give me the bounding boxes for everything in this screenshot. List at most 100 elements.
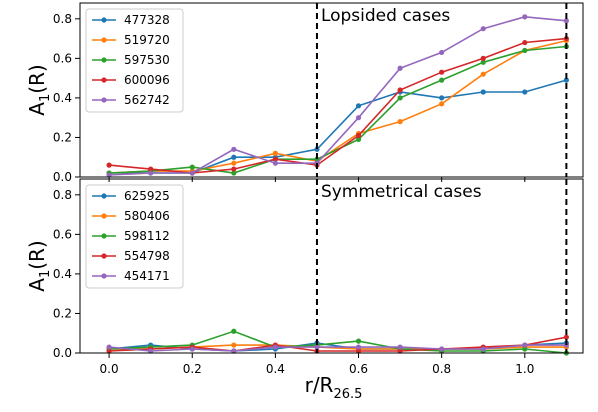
panel-1-point-562742: [480, 26, 486, 32]
panel-2-point-554798: [106, 348, 112, 354]
panel-1-point-477328: [522, 89, 528, 95]
panel-2-ytick-label: 0.2: [53, 306, 72, 320]
panel-2-ytick-label: 0.4: [53, 267, 72, 281]
panel-2-legend-label-454171: 454171: [124, 269, 170, 283]
panel-2-legend-marker-625925: [101, 193, 107, 199]
panel-2-legend-box: [85, 184, 184, 289]
panel-1-point-600096: [148, 166, 154, 172]
panel-2-xtick-label: 0.6: [349, 362, 368, 376]
panel-1-annotation: Lopsided cases: [321, 6, 450, 26]
panel-1-point-600096: [480, 55, 486, 61]
panel-1-point-597530: [397, 95, 403, 101]
panel-2-point-598112: [355, 338, 362, 344]
panel-2-point-554798: [397, 348, 403, 354]
panel-1-point-597530: [355, 136, 362, 143]
panel-1-point-562742: [148, 170, 154, 176]
panel-1-legend-label-600096: 600096: [124, 73, 170, 87]
panel-1-legend-label-519720: 519720: [124, 33, 170, 47]
panel-1-point-597530: [439, 77, 445, 83]
panel-2-frame: [79, 178, 584, 354]
panel-2-series-line-598112: [109, 330, 567, 354]
panel-1-point-519720: [439, 101, 445, 107]
panel-1-point-562742: [106, 172, 112, 178]
panel-2-point-454171: [563, 342, 569, 348]
panel-2-xtick-label: 0.8: [432, 362, 451, 376]
panel-1-point-519720: [480, 71, 486, 77]
panel-1-point-597530: [231, 170, 237, 176]
panel-1-legend-marker-597530: [101, 57, 107, 63]
panel-1-point-477328: [480, 89, 486, 95]
panel-2-legend-label-580406: 580406: [124, 209, 170, 223]
panel-1-point-597530: [314, 156, 320, 162]
panel-1-point-562742: [439, 49, 445, 56]
panel-2-point-454171: [480, 346, 486, 352]
panel-1-ytick-label: 0.4: [53, 91, 72, 105]
panel-2-point-454171: [106, 344, 112, 350]
panel-2-point-454171: [272, 344, 278, 350]
panel-2-ylabel: A1(R): [25, 240, 53, 291]
panel-2-legend-marker-580406: [101, 213, 107, 219]
panel-1-legend-label-597530: 597530: [124, 53, 170, 67]
panel-1-ytick-label: 0.2: [53, 130, 72, 144]
panel-1-point-597530: [522, 47, 528, 54]
panel-1-legend-marker-600096: [101, 77, 107, 83]
panel-1-point-600096: [397, 87, 403, 93]
panel-2-point-454171: [355, 344, 362, 350]
panel-2-legend-marker-598112: [101, 233, 107, 239]
panel-2-xtick-label: 0.4: [266, 362, 285, 376]
panel-2-point-454171: [148, 348, 154, 354]
panel-2-point-454171: [189, 346, 195, 352]
panel-2-series-line-554798: [109, 336, 567, 352]
panel-1-point-600096: [439, 69, 445, 75]
panel-1-legend-label-477328: 477328: [124, 13, 170, 27]
panel-1-frame: [79, 2, 584, 178]
panel-1-point-562742: [397, 65, 403, 71]
panel-1-point-477328: [439, 95, 445, 101]
panel-2-point-454171: [439, 346, 445, 352]
panel-2-point-454171: [397, 344, 403, 350]
panel-1-series-line-597530: [109, 45, 567, 174]
panel-1-legend: 477328 519720 597530 600096 562742: [85, 8, 184, 113]
panel-1-point-597530: [480, 59, 486, 65]
panel-1-point-562742: [272, 160, 278, 166]
panel-1-legend-label-562742: 562742: [124, 93, 170, 107]
panel-1-point-562742: [522, 14, 528, 20]
panel-2-point-554798: [563, 334, 569, 340]
panel-1-ytick-label: 0.0: [53, 170, 72, 184]
panel-1-ylabel: A1(R): [25, 64, 53, 115]
panel-2-point-598112: [231, 328, 237, 334]
panel-1-point-600096: [272, 156, 278, 162]
panel-2-point-598112: [522, 346, 528, 352]
panel-1-ytick-label: 0.8: [53, 12, 72, 26]
panel-1-point-562742: [355, 115, 362, 121]
panel-2-ytick-label: 0.8: [53, 188, 72, 202]
xlabel: r/R26.5: [305, 373, 363, 402]
panel-2-point-454171: [231, 348, 237, 354]
panel-2-point-454171: [314, 344, 320, 350]
panel-1-point-477328: [314, 146, 320, 152]
panel-2-legend: 625925 580406 598112 554798 454171: [85, 184, 184, 289]
panel-2-ytick-label: 0.0: [53, 346, 72, 360]
panel-2-xtick-label: 0.0: [100, 362, 119, 376]
panel-2-series-line-454171: [109, 344, 567, 352]
panel-1-series-line-562742: [109, 15, 567, 176]
panel-2-xtick-label: 0.2: [183, 362, 202, 376]
panel-2: 0.0 0.2 0.4 0.6 0.8 0.0 0.2 0.4 0.6 0.8 1.0 Symmetr…: [25, 178, 584, 402]
panel-1: 0.0 0.2 0.4 0.6 0.8 Lopsided cases A1(R) 477328…: [25, 2, 584, 184]
panel-1-point-562742: [563, 18, 569, 24]
panel-2-legend-marker-554798: [101, 253, 107, 259]
panel-1-point-477328: [231, 154, 237, 160]
panel-1-point-562742: [189, 170, 195, 176]
panel-1-point-600096: [522, 39, 528, 46]
panel-2-legend-label-598112: 598112: [124, 229, 170, 243]
panel-2-point-454171: [522, 342, 528, 348]
panel-1-point-600096: [106, 162, 112, 168]
panel-1-point-477328: [355, 103, 362, 109]
panel-1-point-477328: [563, 77, 569, 83]
panel-1-point-519720: [272, 150, 278, 156]
panel-1-legend-box: [85, 8, 184, 113]
panel-2-annotation: Symmetrical cases: [321, 182, 482, 202]
panel-1-point-600096: [355, 132, 362, 139]
panel-1-legend-marker-519720: [101, 37, 107, 43]
panel-1-point-562742: [231, 146, 237, 152]
